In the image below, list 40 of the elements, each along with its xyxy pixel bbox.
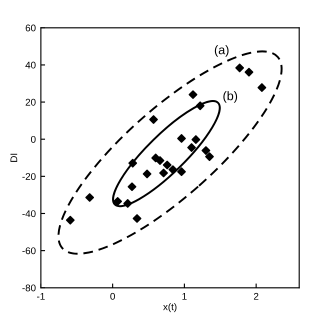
point (85, 193, 94, 202)
point (123, 199, 132, 208)
point (202, 146, 210, 155)
y-tick-label: 60 (26, 24, 36, 32)
point (113, 197, 122, 206)
point (162, 160, 172, 170)
point (196, 101, 205, 110)
y-tick-label: 20 (26, 98, 36, 106)
x-tick-label: 1 (182, 292, 187, 300)
point (142, 170, 152, 178)
point (149, 115, 158, 124)
point (244, 68, 254, 77)
point (177, 134, 186, 143)
y-tick-label: -40 (22, 210, 36, 218)
x-tick-label: 0 (110, 292, 115, 300)
x-axis-title: x(t) (163, 303, 176, 312)
annotation: (a) (214, 45, 229, 57)
y-tick-label: -60 (22, 247, 36, 254)
point (258, 83, 266, 92)
y-tick-label: -80 (22, 284, 36, 292)
y-axis-title: DI (10, 154, 18, 162)
point (128, 182, 136, 192)
y-tick-label: -20 (22, 173, 36, 180)
annotation: (b) (223, 91, 238, 103)
point (66, 216, 75, 225)
point (156, 156, 164, 165)
point (205, 152, 214, 162)
point (159, 168, 168, 178)
point (188, 90, 198, 100)
point (187, 143, 196, 152)
x-tick-label: -1 (36, 292, 45, 300)
point (132, 214, 142, 223)
y-tick-label: 40 (25, 62, 36, 69)
point (128, 158, 138, 168)
point (168, 165, 178, 174)
point (235, 64, 244, 72)
point (192, 135, 200, 144)
point (177, 167, 186, 176)
x-tick-label: 2 (254, 292, 258, 300)
y-tick-label: 0 (30, 136, 36, 143)
